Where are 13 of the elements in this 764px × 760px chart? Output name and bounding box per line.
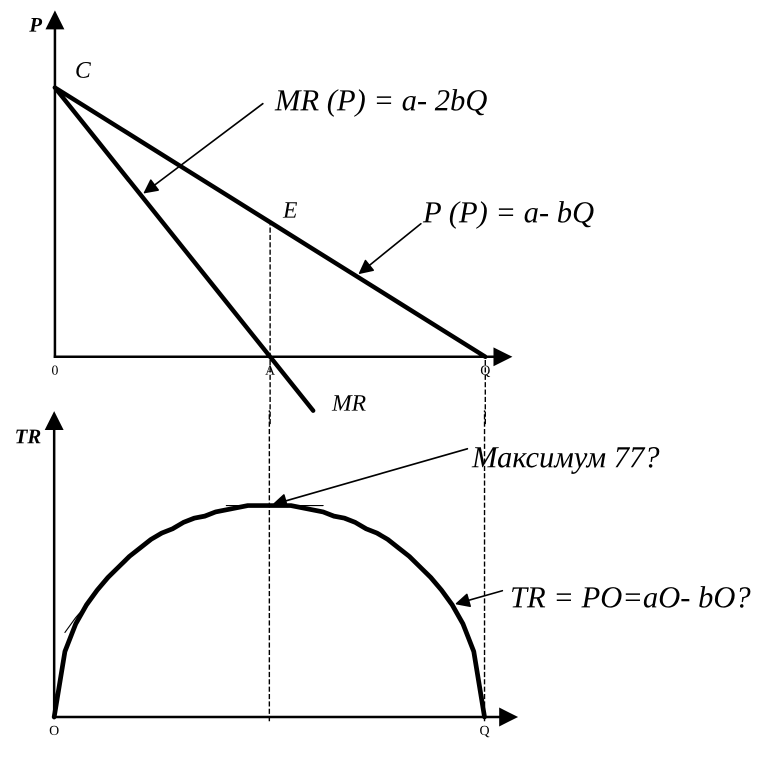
- y-axis-title: P: [29, 18, 42, 32]
- y-axis-title: TR: [16, 430, 40, 444]
- x-tick-label: O: [50, 726, 59, 736]
- annotation: MR (P) = a- 2bQ: [274, 89, 487, 117]
- text: Максимум 77?: [472, 447, 660, 474]
- text: C: [76, 62, 91, 78]
- x-tick-label: Q: [480, 726, 490, 738]
- annotation: P (P) = a- bQ: [422, 201, 594, 229]
- annotation: MR: [332, 395, 366, 411]
- annotation: E: [282, 202, 298, 218]
- x-tick-label: 0: [52, 366, 58, 375]
- text: TR = PO=aO- bO?: [512, 586, 750, 608]
- x-tick-label: Q: [480, 366, 490, 378]
